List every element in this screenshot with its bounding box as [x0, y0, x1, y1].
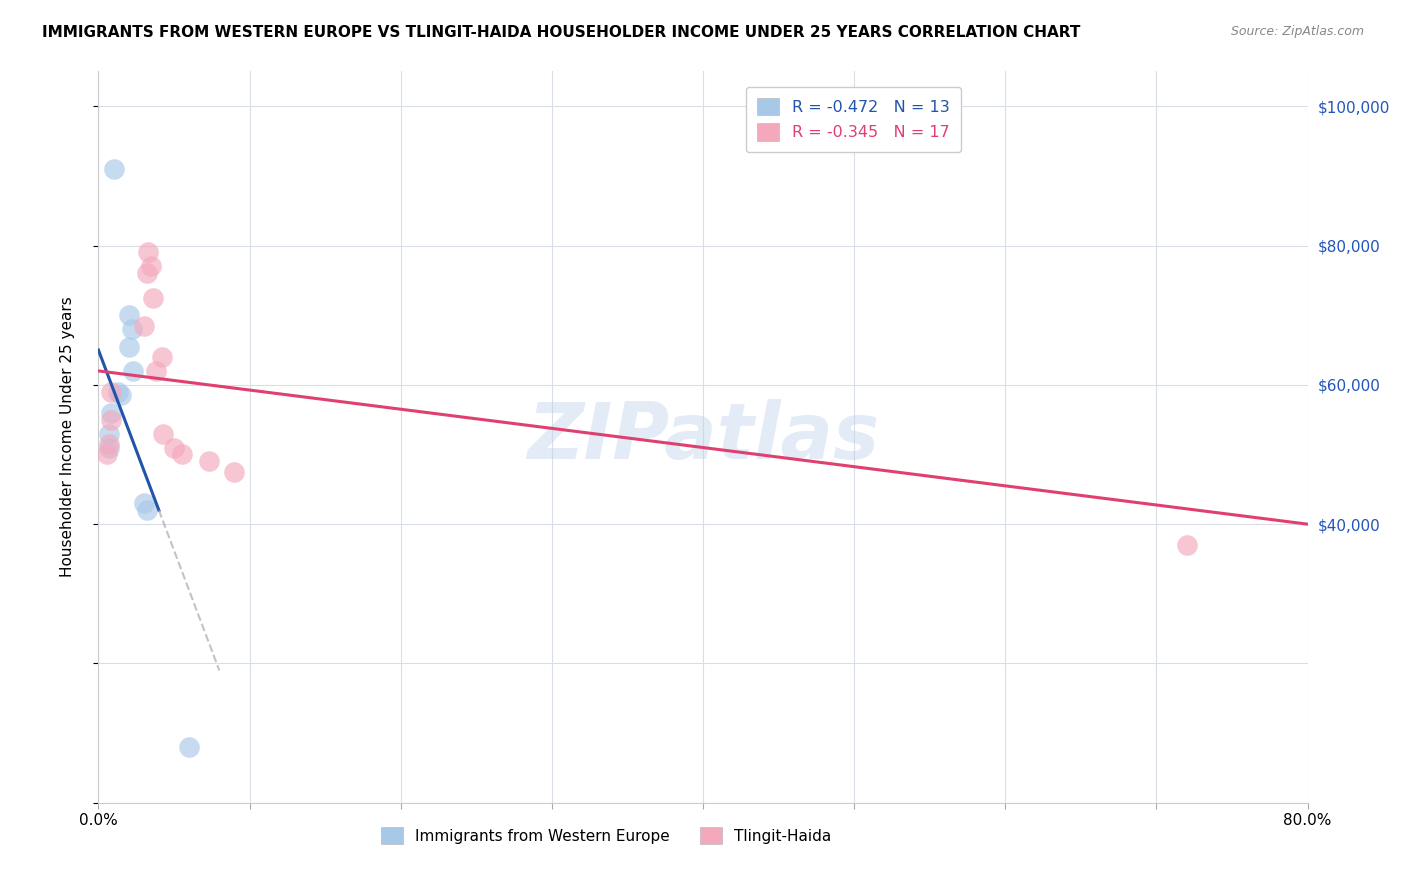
Point — [152, 426, 174, 441]
Text: IMMIGRANTS FROM WESTERN EUROPE VS TLINGIT-HAIDA HOUSEHOLDER INCOME UNDER 25 YEAR: IMMIGRANTS FROM WESTERN EUROPE VS TLINGI… — [42, 25, 1081, 40]
Point — [170, 448, 193, 462]
Point — [118, 308, 141, 322]
Point — [1175, 538, 1198, 552]
Point — [132, 318, 155, 333]
Point — [98, 426, 121, 441]
Point — [135, 503, 157, 517]
Point — [142, 291, 165, 305]
Legend: Immigrants from Western Europe, Tlingit-Haida: Immigrants from Western Europe, Tlingit-… — [375, 822, 837, 850]
Point — [96, 448, 118, 462]
Point — [100, 406, 122, 420]
Point — [136, 245, 159, 260]
Point — [100, 412, 122, 426]
Point — [118, 339, 141, 353]
Point — [103, 161, 125, 176]
Text: ZIPatlas: ZIPatlas — [527, 399, 879, 475]
Point — [100, 384, 122, 399]
Point — [122, 364, 145, 378]
Point — [197, 454, 219, 468]
Point — [141, 260, 163, 274]
Point — [135, 266, 157, 280]
Point — [121, 322, 143, 336]
Point — [224, 465, 246, 479]
Point — [145, 364, 167, 378]
Y-axis label: Householder Income Under 25 years: Householder Income Under 25 years — [60, 297, 75, 577]
Point — [179, 740, 201, 755]
Point — [150, 350, 173, 364]
Point — [107, 384, 129, 399]
Point — [163, 441, 186, 455]
Point — [132, 496, 155, 510]
Point — [98, 441, 121, 455]
Text: Source: ZipAtlas.com: Source: ZipAtlas.com — [1230, 25, 1364, 38]
Point — [98, 437, 121, 451]
Point — [110, 388, 132, 402]
